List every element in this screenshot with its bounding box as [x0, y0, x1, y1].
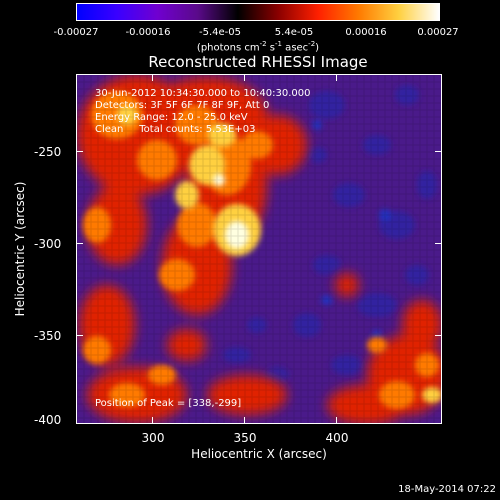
x-tick [152, 417, 153, 423]
x-tick-label: 400 [325, 431, 349, 445]
y-tick [77, 335, 83, 336]
colorbar-tick-label: -5.4e-05 [199, 27, 241, 38]
y-tick [77, 151, 83, 152]
y-tick [435, 335, 441, 336]
timestamp: 18-May-2014 07:22 [398, 484, 496, 495]
x-tick [244, 75, 245, 81]
x-tick [336, 75, 337, 81]
peak-position-label: Position of Peak = [338,-299] [95, 398, 242, 409]
image-plot: 30-Jun-2012 10:34:30.000 to 10:40:30.000… [76, 74, 442, 424]
plot-title: Reconstructed RHESSI Image [148, 53, 368, 71]
x-tick [152, 75, 153, 81]
colorbar [76, 3, 440, 21]
clean-counts-label: Clean Total counts: 5.53E+03 [95, 124, 256, 135]
colorbar-tick-label: -0.00027 [53, 27, 99, 38]
x-tick-label: 300 [141, 431, 165, 445]
x-tick-label: 350 [233, 431, 257, 445]
energy-range-label: Energy Range: 12.0 - 25.0 keV [95, 112, 248, 123]
y-tick-label: -300 [34, 237, 62, 251]
rhessi-image [77, 75, 441, 423]
y-tick-label: -250 [34, 145, 62, 159]
y-tick-label: -400 [34, 413, 62, 427]
time-range-label: 30-Jun-2012 10:34:30.000 to 10:40:30.000 [95, 88, 311, 99]
y-tick [77, 243, 83, 244]
x-axis-label: Heliocentric X (arcsec) [191, 447, 327, 461]
y-tick [435, 243, 441, 244]
detectors-label: Detectors: 3F 5F 6F 7F 8F 9F, Att 0 [95, 100, 270, 111]
colorbar-tick-label: 0.00027 [417, 27, 459, 38]
colorbar-tick-label: 5.4e-05 [274, 27, 314, 38]
y-tick [435, 151, 441, 152]
pixel-grid [77, 75, 441, 423]
x-tick [336, 417, 337, 423]
y-tick-label: -350 [34, 329, 62, 343]
colorbar-units: (photons cm-2 s-1 asec-2) [196, 40, 320, 54]
x-tick [244, 417, 245, 423]
colorbar-tick-label: -0.00016 [125, 27, 171, 38]
colorbar-tick-label: 0.00016 [345, 27, 387, 38]
y-axis-label: Heliocentric Y (arcsec) [13, 181, 27, 317]
